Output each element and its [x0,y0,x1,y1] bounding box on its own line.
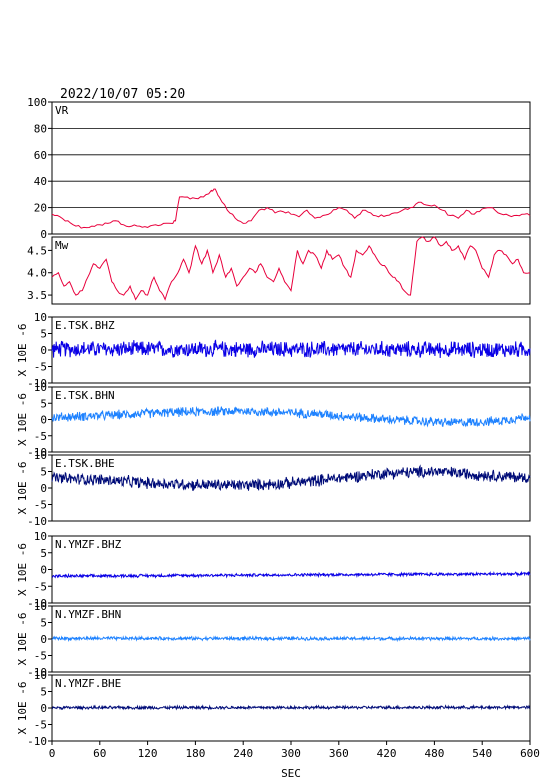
series-line-vr [51,188,531,229]
x-tick-label: 600 [520,747,540,760]
y-tick-label: 0 [40,564,47,577]
panel-vr: 0 20 40 60 80 100 VR [27,96,531,241]
y-tick-label: 100 [27,96,47,109]
y-tick-label: -5 [34,361,47,374]
y-tick-label: 10 [34,669,47,682]
y-tick-label: 0 [40,414,47,427]
y-tick-label: 40 [34,175,47,188]
y-tick-label: -10 [27,446,47,459]
y-tick-label: -5 [34,430,47,443]
series-line-e-tsk-bhe [51,464,531,492]
panel-e-tsk-bhe: -10 -5 0 5 10 E.TSK.BHE X 10E -6 [16,449,531,528]
x-tick-label: 120 [138,747,158,760]
chart-title: 2022/10/07 05:20 [60,87,185,102]
x-axis-label: SEC [281,767,301,780]
panel-frame [51,236,531,305]
panel-frame [51,386,531,453]
y-tick-label: 5 [40,686,47,699]
panel-frame [51,535,531,604]
panel-label: N.YMZF.BHE [55,677,121,690]
panel-label: Mw [55,239,69,252]
y-tick-label: -5 [34,580,47,593]
series-line-mw [51,236,531,301]
panel-e-tsk-bhn: -10 -5 0 5 10 E.TSK.BHN X 10E -6 [16,381,531,459]
panel-label: N.YMZF.BHN [55,608,121,621]
y-axis-label: X 10E -6 [16,613,29,666]
panel-label: E.TSK.BHN [55,389,115,402]
y-tick-label: 10 [34,530,47,543]
panel-e-tsk-bhz: -10 -5 0 5 10 E.TSK.BHZ X 10E -6 [16,311,531,390]
panel-n-ymzf-bhe: -10 -5 0 5 10 N.YMZF.BHE X 10E -6 [16,669,531,748]
y-tick-label: 0 [40,482,47,495]
y-tick-label: -5 [34,650,47,663]
panel-label: N.YMZF.BHZ [55,538,122,551]
x-tick-label: 300 [281,747,301,760]
panel-label: E.TSK.BHE [55,457,115,470]
y-tick-label: 3.5 [27,289,47,302]
y-tick-label: 10 [34,449,47,462]
y-tick-label: 10 [34,311,47,324]
x-tick-label: 60 [93,747,106,760]
y-tick-label: -5 [34,719,47,732]
series-line-e-tsk-bhn [51,406,531,428]
y-tick-label: 0 [40,633,47,646]
y-tick-label: 5 [40,617,47,630]
y-tick-label: 5 [40,547,47,560]
x-tick-label: 540 [472,747,492,760]
y-tick-label: 10 [34,600,47,613]
series-line-e-tsk-bhz [51,339,531,359]
y-axis-label: X 10E -6 [16,324,29,377]
x-tick-label: 360 [329,747,349,760]
y-tick-label: -5 [34,499,47,512]
panel-mw: 3.5 4.0 4.5 Mw [27,236,531,305]
y-tick-label: 5 [40,466,47,479]
series-line-n-ymzf-bhe [51,704,531,711]
y-tick-label: 20 [34,202,47,215]
y-tick-label: 5 [40,397,47,410]
panel-label: E.TSK.BHZ [55,319,115,332]
panel-frame [51,101,531,235]
panel-label: VR [55,104,69,117]
x-tick-label: 480 [424,747,444,760]
x-tick-label: 0 [49,747,56,760]
y-tick-label: 5 [40,328,47,341]
y-axis-label: X 10E -6 [16,543,29,596]
y-axis-label: X 10E -6 [16,393,29,446]
x-tick-label: 420 [377,747,397,760]
y-axis-label: X 10E -6 [16,462,29,515]
y-tick-label: 4.0 [27,267,47,280]
y-tick-label: 0 [40,228,47,241]
y-tick-label: 0 [40,702,47,715]
y-tick-label: 80 [34,122,47,135]
y-tick-label: 0 [40,344,47,357]
y-tick-label: -10 [27,597,47,610]
series-line-n-ymzf-bhn [51,635,531,643]
y-tick-label: -10 [27,515,47,528]
y-tick-label: 4.5 [27,244,47,257]
y-tick-label: -10 [27,666,47,679]
panel-n-ymzf-bhn: -10 -5 0 5 10 N.YMZF.BHN X 10E -6 [16,600,531,679]
y-tick-label: -10 [27,735,47,748]
panel-n-ymzf-bhz: -10 -5 0 5 10 N.YMZF.BHZ X 10E -6 [16,530,531,610]
x-tick-label: 240 [233,747,253,760]
y-axis-label: X 10E -6 [16,682,29,735]
y-tick-label: -10 [27,377,47,390]
series-line-n-ymzf-bhz [51,570,531,579]
x-tick-label: 180 [185,747,205,760]
panel-frame [51,454,531,522]
y-tick-label: 10 [34,381,47,394]
y-tick-label: 60 [34,149,47,162]
